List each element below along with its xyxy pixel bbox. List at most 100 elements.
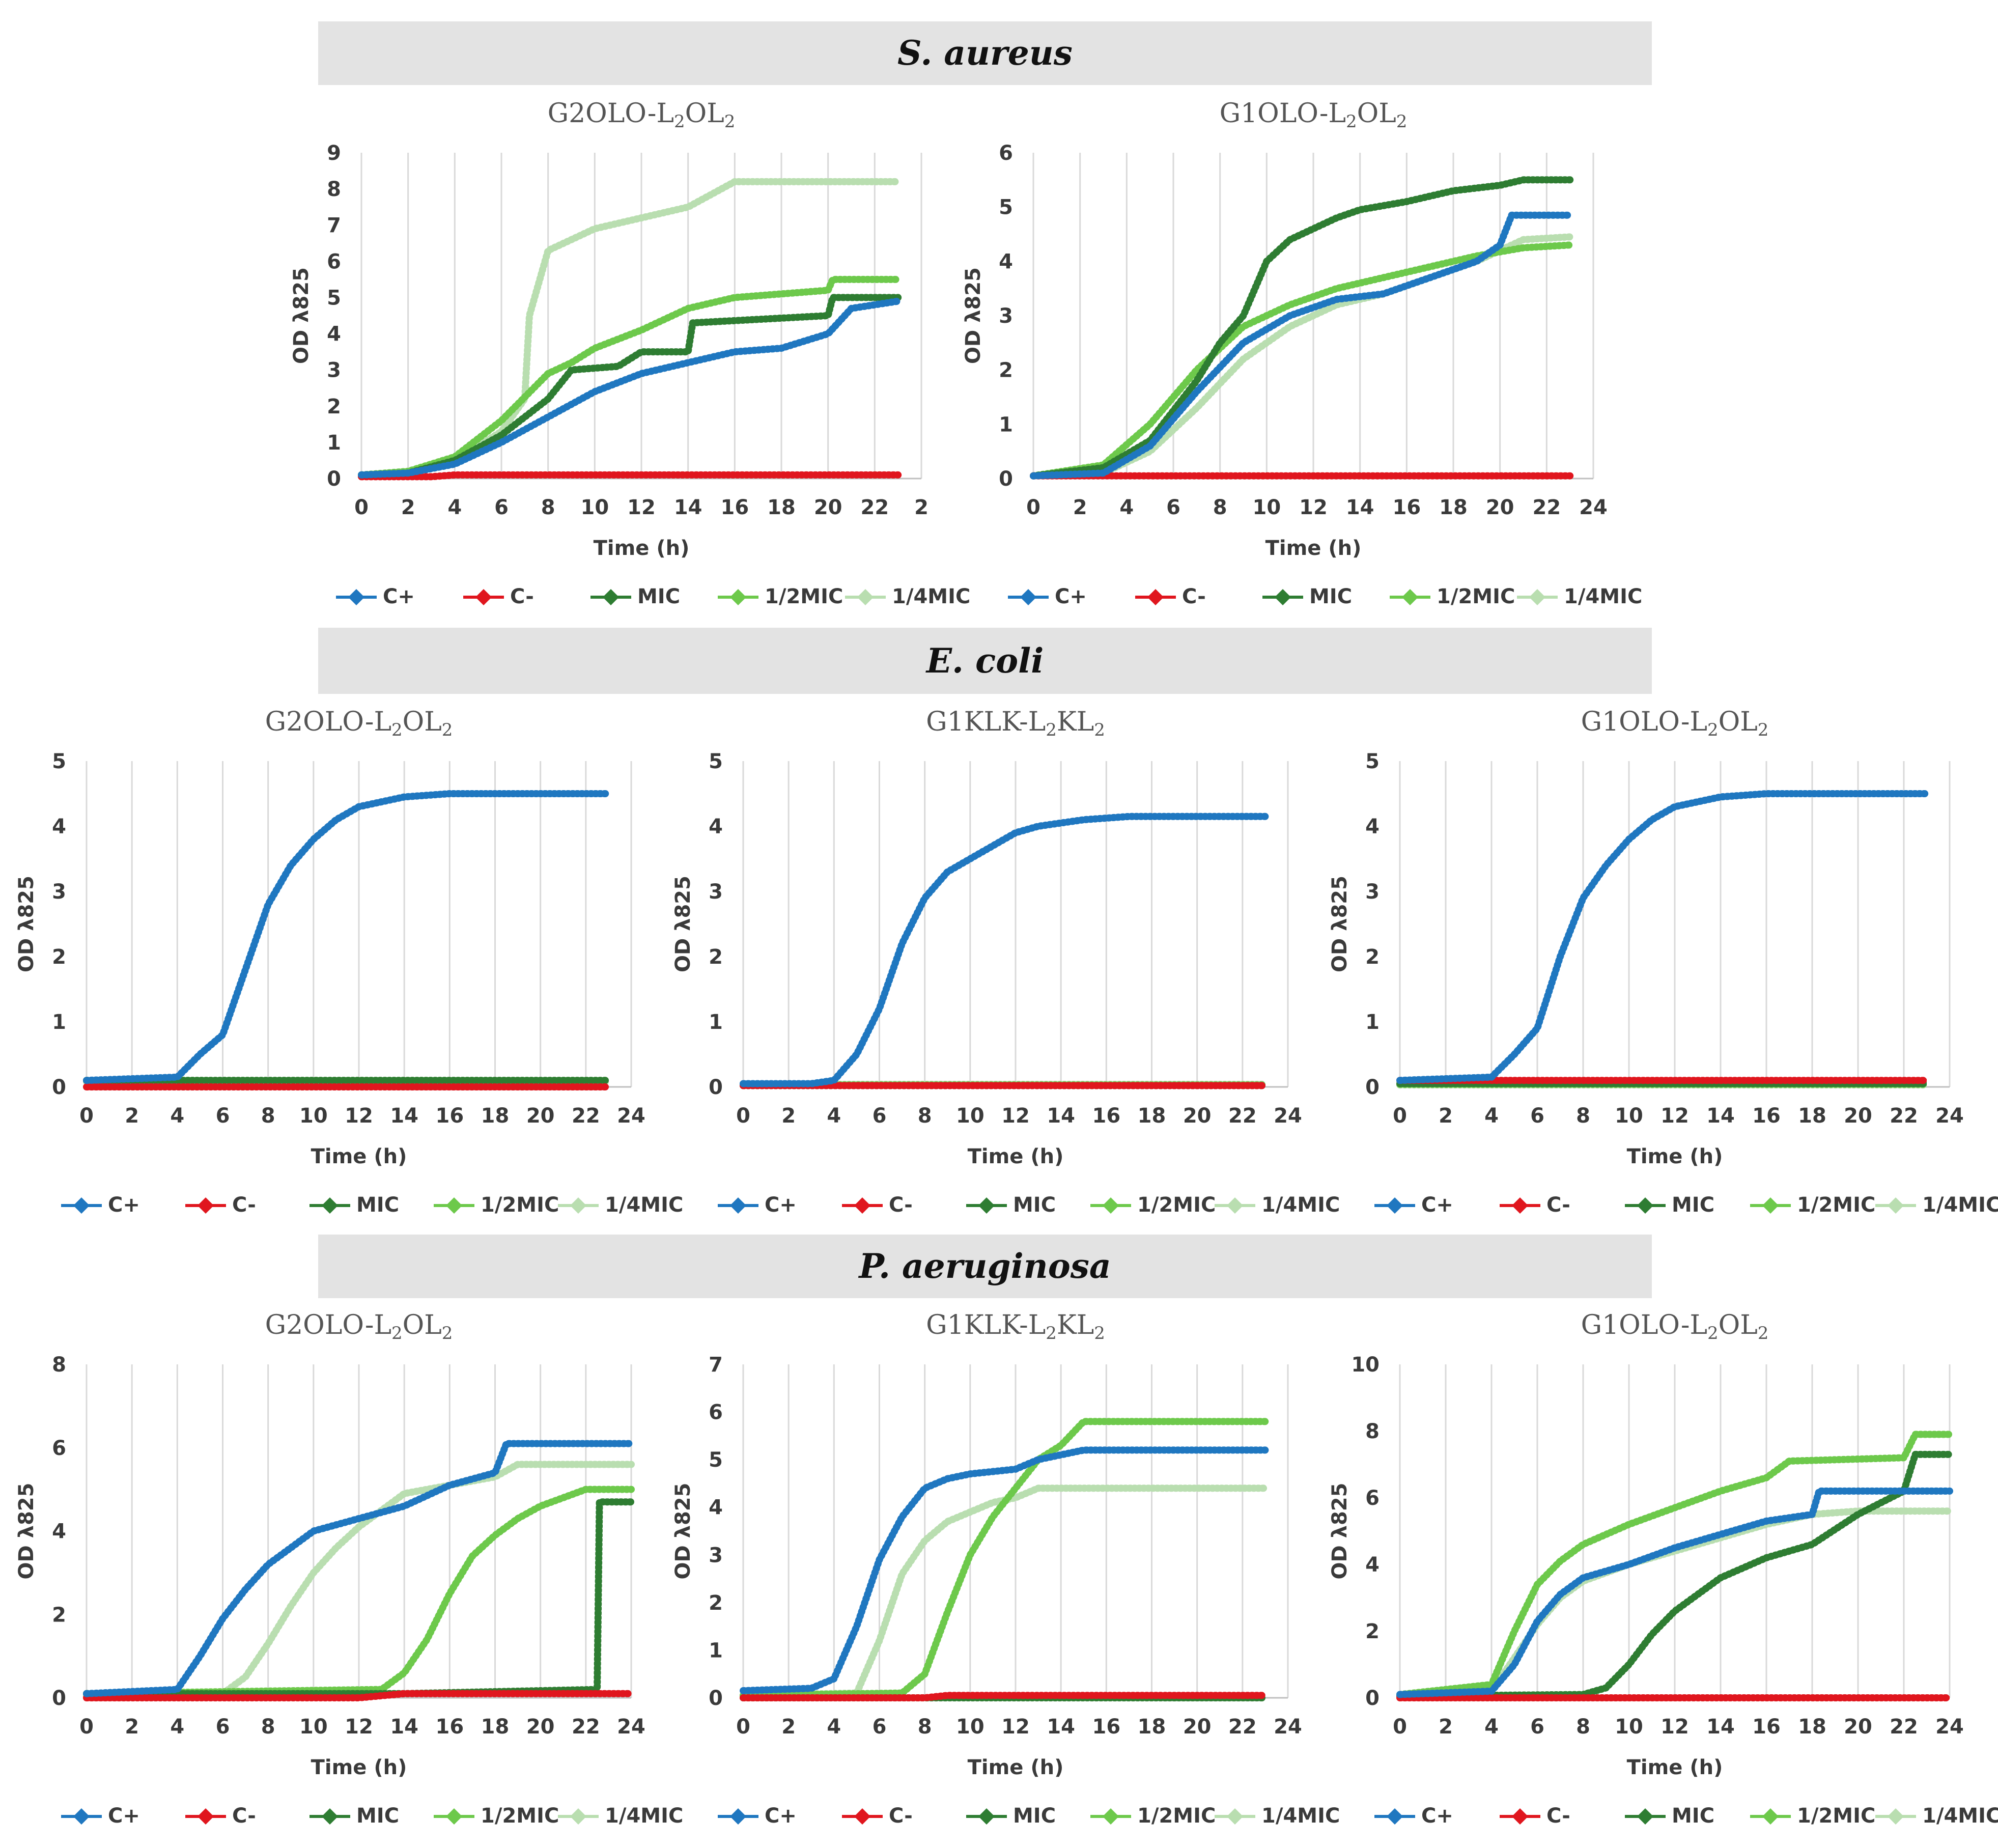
y-tick-label: 5 xyxy=(52,750,66,773)
y-tick-label: 6 xyxy=(709,1401,723,1424)
y-tick-label: 2 xyxy=(52,945,66,969)
legend-item-cplus: C+ xyxy=(1374,1193,1453,1217)
series-core-cplus xyxy=(743,815,1265,1085)
x-tick-label: 20 xyxy=(814,496,842,519)
legend-label: C- xyxy=(510,585,534,608)
x-axis-label: Time (h) xyxy=(594,537,690,560)
legend-item-cminus: C- xyxy=(1135,585,1206,608)
x-axis-label: Time (h) xyxy=(311,1145,407,1168)
x-tick-label: 18 xyxy=(1798,1104,1826,1128)
legend-item-cminus: C- xyxy=(463,585,534,608)
series-core-mic xyxy=(361,296,898,477)
chart-title: G1KLK-L2KL2 xyxy=(926,707,1105,740)
series-core-cminus xyxy=(743,1694,1265,1699)
legend-item-1-4mic: 1/4MIC xyxy=(1215,1193,1340,1217)
y-tick-label: 1 xyxy=(709,1011,723,1034)
y-tick-label: 0 xyxy=(1365,1687,1380,1710)
x-tick-label: 22 xyxy=(1890,1104,1918,1128)
legend-item-1-4mic: 1/4MIC xyxy=(558,1804,683,1828)
legend-marker-icon xyxy=(1512,1808,1528,1825)
legend-label: 1/2MIC xyxy=(1797,1193,1875,1217)
series-line-1-2mic xyxy=(740,1418,1269,1699)
x-tick-label: 10 xyxy=(1252,496,1281,519)
legend-label: C- xyxy=(889,1804,913,1828)
x-tick-label: 6 xyxy=(1530,1104,1544,1128)
legend-marker-icon xyxy=(322,1808,338,1825)
legend-label: 1/4MIC xyxy=(605,1193,683,1217)
x-tick-label: 24 xyxy=(1935,1715,1964,1739)
section-banner-e-coli: E. coli xyxy=(318,628,1652,694)
legend-label: C+ xyxy=(1421,1193,1453,1217)
x-tick-label: 4 xyxy=(170,1104,184,1128)
legend-label: C- xyxy=(232,1193,256,1217)
x-tick-label: 8 xyxy=(541,496,555,519)
y-tick-label: 0 xyxy=(1365,1076,1380,1099)
legend-marker-icon xyxy=(1762,1808,1779,1825)
x-tick-label: 20 xyxy=(1183,1104,1212,1128)
x-tick-label: 10 xyxy=(956,1104,984,1128)
series-core-cplus xyxy=(1399,1489,1950,1696)
x-tick-label: 6 xyxy=(216,1104,230,1128)
legend-label: 1/2MIC xyxy=(481,1193,559,1217)
chart-title: G1OLO-L2OL2 xyxy=(1581,1310,1769,1343)
x-tick-label: 20 xyxy=(1486,496,1514,519)
x-tick-label: 20 xyxy=(1844,1104,1872,1128)
y-tick-label: 8 xyxy=(327,178,341,201)
y-tick-label: 4 xyxy=(709,815,723,838)
legend-label: MIC xyxy=(1013,1804,1056,1828)
legend-item-1-4mic: 1/4MIC xyxy=(845,585,970,608)
x-tick-label: 20 xyxy=(526,1104,555,1128)
legend-marker-icon xyxy=(978,1197,995,1214)
legend-marker-icon xyxy=(730,589,746,605)
x-tick-label: 0 xyxy=(736,1715,750,1739)
legend-marker-icon xyxy=(1637,1197,1653,1214)
chart-title: G1OLO-L2OL2 xyxy=(1220,98,1408,132)
legend-label: 1/2MIC xyxy=(1797,1804,1875,1828)
y-tick-label: 9 xyxy=(327,142,341,165)
x-tick-label: 6 xyxy=(1166,496,1180,519)
x-tick-label: 14 xyxy=(390,1715,418,1739)
x-tick-label: 12 xyxy=(1001,1104,1030,1128)
x-tick-label: 18 xyxy=(767,496,796,519)
x-tick-label: 10 xyxy=(956,1715,984,1739)
y-tick-label: 4 xyxy=(327,323,341,346)
x-tick-label: 22 xyxy=(572,1104,600,1128)
x-tick-label: 0 xyxy=(79,1715,94,1739)
x-tick-label: 8 xyxy=(918,1104,932,1128)
legend-label: C- xyxy=(1546,1193,1570,1217)
chart-title: G1KLK-L2KL2 xyxy=(926,1310,1105,1343)
legend-marker-icon xyxy=(1227,1808,1243,1825)
y-tick-label: 3 xyxy=(1365,880,1380,904)
y-tick-label: 2 xyxy=(709,1591,723,1615)
legend-marker-icon xyxy=(1387,1197,1403,1214)
x-tick-label: 2 xyxy=(1439,1715,1453,1739)
legend-marker-icon xyxy=(1888,1808,1904,1825)
legend-item-1-4mic: 1/4MIC xyxy=(1215,1804,1340,1828)
chart-title: G2OLO-L2OL2 xyxy=(265,707,453,740)
series-core-mic xyxy=(1033,178,1570,478)
y-tick-label: 0 xyxy=(709,1076,723,1099)
legend-label: MIC xyxy=(1013,1193,1056,1217)
legend-marker-icon xyxy=(857,589,874,605)
series-line-cplus xyxy=(740,813,1269,1087)
x-axis-label: Time (h) xyxy=(1265,537,1362,560)
x-tick-label: 4 xyxy=(447,496,462,519)
legend-item-1-2mic: 1/2MIC xyxy=(1090,1193,1216,1217)
x-axis-label: Time (h) xyxy=(1627,1145,1723,1168)
y-tick-label: 0 xyxy=(52,1076,66,1099)
x-tick-label: 8 xyxy=(1213,496,1227,519)
y-axis-label: OD λ825 xyxy=(962,267,985,364)
series-core-1-2mic xyxy=(361,277,898,477)
legend-label: C+ xyxy=(383,585,415,608)
y-axis-label: OD λ825 xyxy=(15,1483,38,1580)
y-axis-label: OD λ825 xyxy=(1328,876,1352,972)
chart-s-aureus-g2olo: G2OLO-L2OL2 0 2 4 6 8 10 12 14 16 18 20 22 2 0 1 2 3 4 5 6 7 8… xyxy=(285,87,970,626)
x-tick-label: 6 xyxy=(494,496,509,519)
chart-e-coli-g2olo: G2OLO-L2OL2 0 2 4 6 8 10 12 14 16 18 20 22 24 0 1 2 3 4 5 Ti… xyxy=(10,695,683,1235)
legend-item-1-4mic: 1/4MIC xyxy=(558,1193,683,1217)
legend-label: C+ xyxy=(765,1804,797,1828)
x-axis-label: Time (h) xyxy=(968,1756,1064,1779)
